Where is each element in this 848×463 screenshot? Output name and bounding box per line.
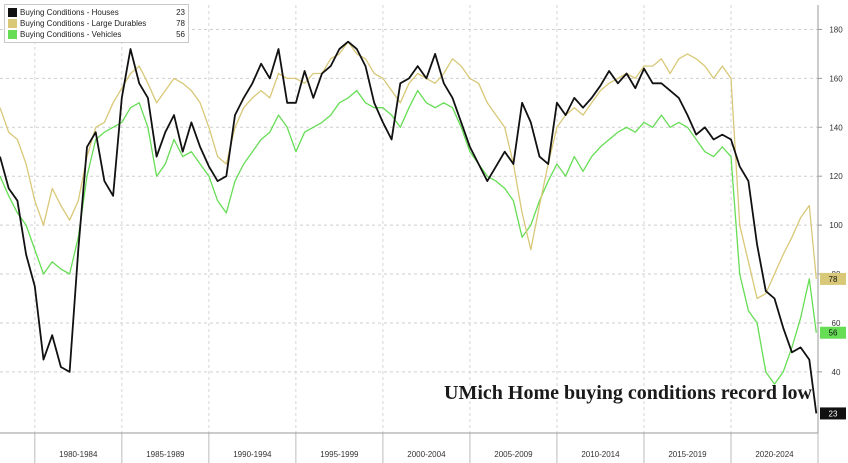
- legend-label-houses: Buying Conditions - Houses: [20, 8, 119, 17]
- legend-item-houses: Buying Conditions - Houses 23: [8, 7, 185, 18]
- x-tick-label: 2010-2014: [581, 450, 620, 459]
- x-tick-label: 1995-1999: [320, 450, 359, 459]
- x-tick-label: 2015-2019: [668, 450, 707, 459]
- y-tick-label: 120: [829, 172, 843, 181]
- x-tick-label: 1990-1994: [233, 450, 272, 459]
- y-tick-label: 60: [832, 319, 841, 328]
- last-value-label-vehicles: 56: [829, 329, 838, 338]
- last-value-label-large-durables: 78: [829, 275, 838, 284]
- last-value-label-houses: 23: [829, 409, 838, 418]
- y-tick-label: 160: [829, 74, 843, 83]
- axes: 4060801001201401601801980-19841985-19891…: [0, 5, 846, 463]
- series-line-houses: [0, 40, 818, 414]
- series-layer: [0, 40, 818, 414]
- legend-item-large-durables: Buying Conditions - Large Durables 78: [8, 18, 185, 29]
- legend-swatch-houses: [8, 8, 17, 17]
- chart-annotation: UMich Home buying conditions record low: [444, 382, 812, 404]
- legend-swatch-large-durables: [8, 19, 17, 28]
- y-tick-label: 40: [832, 368, 841, 377]
- legend-value-vehicles: 56: [176, 30, 185, 39]
- series-line-vehicles: [0, 89, 817, 385]
- last-value-tag-large-durables: [820, 272, 846, 285]
- legend-value-houses: 23: [176, 8, 185, 17]
- y-tick-label: 180: [829, 25, 843, 34]
- y-tick-label: 140: [829, 123, 843, 132]
- x-tick-label: 1980-1984: [59, 450, 98, 459]
- y-tick-label: 100: [829, 221, 843, 230]
- legend-label-large-durables: Buying Conditions - Large Durables: [20, 19, 147, 28]
- x-tick-label: 1985-1989: [146, 450, 185, 459]
- legend-item-vehicles: Buying Conditions - Vehicles 56: [8, 29, 185, 40]
- x-tick-label: 2000-2004: [407, 450, 446, 459]
- last-value-tag-vehicles: [820, 326, 846, 339]
- last-value-tag-houses: [820, 407, 846, 420]
- legend-value-large-durables: 78: [176, 19, 185, 28]
- series-line-large-durables: [0, 41, 817, 300]
- x-tick-label: 2020-2024: [755, 450, 794, 459]
- x-tick-label: 2005-2009: [494, 450, 533, 459]
- grid: [0, 5, 819, 433]
- legend: Buying Conditions - Houses 23 Buying Con…: [4, 4, 189, 43]
- legend-swatch-vehicles: [8, 30, 17, 39]
- legend-label-vehicles: Buying Conditions - Vehicles: [20, 30, 122, 39]
